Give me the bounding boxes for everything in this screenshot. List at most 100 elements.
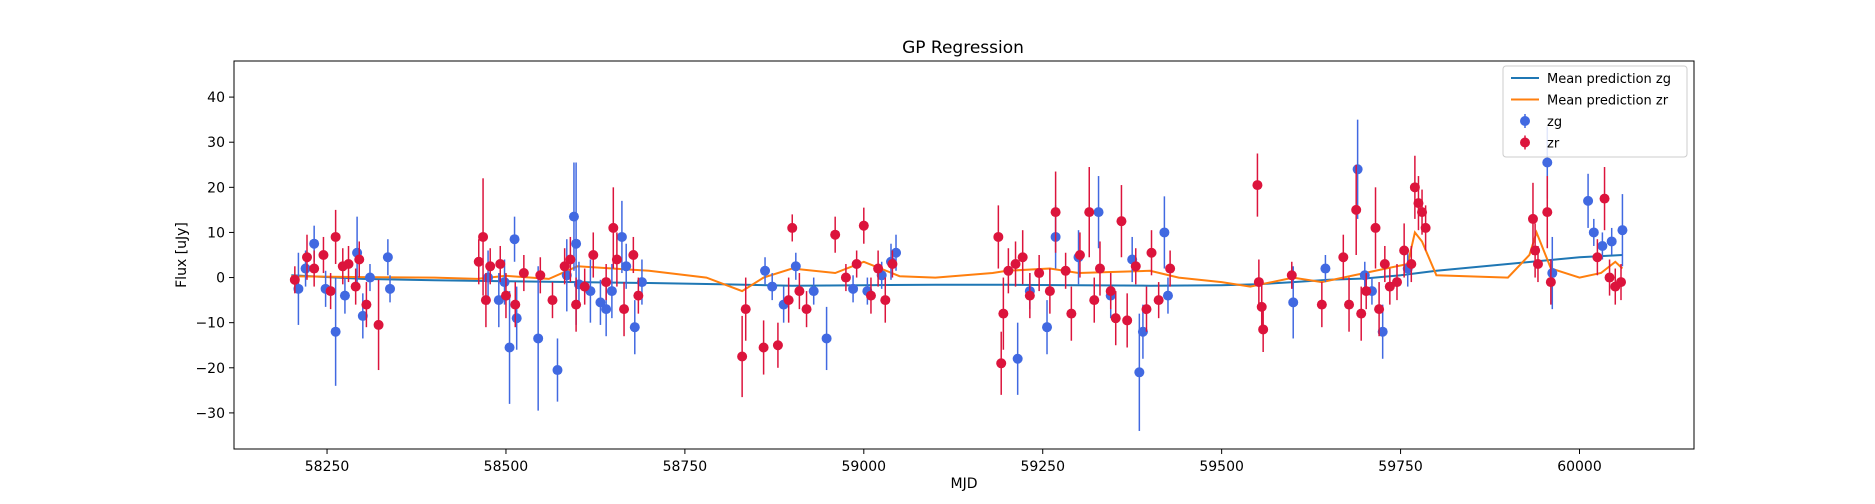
point-zr [1417,207,1428,218]
point-zg [606,286,617,297]
point-zg [1588,227,1599,238]
x-tick-label: 59750 [1378,459,1423,475]
point-zg [848,283,859,294]
point-zg [511,313,522,324]
point-zr [1542,207,1553,218]
point-zr [535,270,546,281]
point-zg [571,238,582,249]
y-tick-label: 30 [207,135,225,151]
x-tick-label: 59250 [1020,459,1065,475]
point-zr [309,263,320,274]
point-zr [1316,299,1327,310]
x-tick-label: 59500 [1199,459,1244,475]
point-zr [851,259,862,270]
plot-frame [233,60,1695,450]
point-zr [1130,261,1141,272]
point-zr [343,259,354,270]
point-zr [1010,259,1021,270]
point-zr [787,222,798,233]
point-zr [1256,301,1267,312]
point-zr [547,295,558,306]
point-zg [1159,227,1170,238]
point-zr [373,319,384,330]
point-zr [1258,324,1269,335]
point-zr [1050,207,1061,218]
point-zr [518,268,529,279]
point-zr [1044,286,1055,297]
point-zr [559,261,570,272]
point-zg [636,277,647,288]
y-tick-label: 40 [207,90,225,106]
point-zg [499,277,510,288]
point-zr [830,229,841,240]
point-zr [858,220,869,231]
x-tick-label: 58750 [663,459,708,475]
point-zr [601,277,612,288]
point-zg [1288,297,1299,308]
point-zg [1134,367,1145,378]
legend-marker-swatch [1520,137,1530,148]
legend: Mean prediction zg Mean prediction zr zg zr [1502,65,1688,158]
point-zg [1042,322,1053,333]
legend-entry-label: zr [1547,137,1560,152]
point-zr [302,252,312,263]
point-zg [1597,240,1608,251]
point-zr [619,304,630,315]
point-zr [350,281,361,292]
y-tick-label: −10 [195,316,225,332]
point-zg [808,286,819,297]
point-zr [1356,308,1367,319]
x-axis: 58250 58500 58750 59000 59250 59500 59750 60000 [305,449,1602,475]
point-zg [300,263,311,274]
point-zr [998,308,1009,319]
point-zr [495,259,506,270]
point-zg [1162,290,1173,301]
point-zr [1094,263,1105,274]
point-zg [1542,157,1553,168]
point-zr [1527,213,1538,224]
point-zg [509,234,520,245]
point-zr [633,290,644,301]
point-zr [1592,252,1603,263]
legend-marker-swatch [1520,116,1530,126]
point-zr [1003,265,1014,276]
point-zg [629,322,640,333]
point-zr [1252,180,1263,191]
point-zr [1604,272,1615,283]
point-zg [533,333,544,344]
y-tick-label: 0 [216,271,225,287]
point-zr [1616,277,1626,288]
point-zg [385,283,396,294]
point-zr [1110,313,1121,324]
y-tick-label: −30 [195,406,225,422]
point-zr [1122,315,1133,326]
point-zr [1153,295,1164,306]
point-zr [1379,259,1390,270]
point-zr [1384,281,1395,292]
point-zr [473,256,484,267]
x-axis-label: MJD [951,476,978,492]
point-zr [361,299,372,310]
point-zg [493,295,504,306]
point-zr [485,261,496,272]
legend-entry-label: Mean prediction zr [1547,94,1669,109]
point-zg [1617,225,1628,236]
point-zr [330,231,341,242]
point-zg [357,310,368,321]
y-tick-label: 20 [207,180,225,196]
point-zr [1545,277,1556,288]
point-zr [478,231,489,242]
point-zr [325,286,336,297]
point-zg [504,342,515,353]
point-zr [737,351,748,362]
point-zg [767,281,778,292]
point-zr [1060,265,1071,276]
point-zr [608,222,619,233]
point-zr [318,250,329,260]
point-zr [571,299,582,310]
point-zg [1547,268,1558,279]
point-zr [1146,247,1157,258]
point-zr [1409,182,1420,193]
point-zr [772,340,783,351]
point-zr [1351,204,1362,215]
